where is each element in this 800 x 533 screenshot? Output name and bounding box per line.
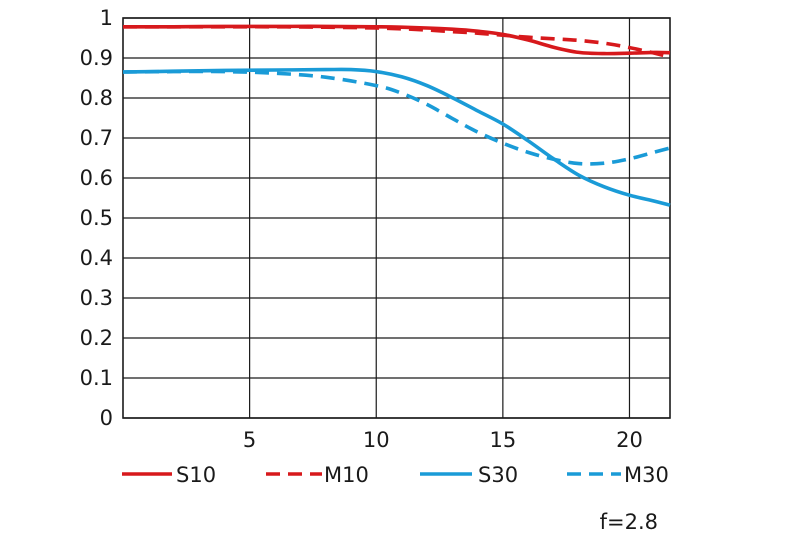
x-tick-label: 15	[489, 428, 516, 452]
legend-label-s30: S30	[478, 463, 518, 487]
legend-label-s10: S10	[176, 463, 216, 487]
x-tick-label: 20	[616, 428, 643, 452]
y-tick-label: 0.2	[80, 326, 113, 350]
series-line-m10	[122, 24, 671, 59]
y-tick-label: 0	[100, 406, 113, 430]
series-line-m30	[122, 69, 671, 166]
y-tick-label: 0.6	[80, 166, 113, 190]
y-tick-label: 0.3	[80, 286, 113, 310]
y-tick-label: 0.1	[80, 366, 113, 390]
y-tick-label: 0.9	[80, 46, 113, 70]
x-axis-ticks: 5 10 15 20	[243, 428, 643, 452]
y-tick-label: 0.5	[80, 206, 113, 230]
aperture-note: f=2.8	[600, 510, 658, 533]
x-tick-label: 10	[363, 428, 390, 452]
y-tick-label: 0.4	[80, 246, 113, 270]
plot-frame	[122, 17, 671, 419]
y-axis-ticks: 0 0.1 0.2 0.3 0.4 0.5 0.6 0.7 0.8 0.9 1	[80, 6, 113, 430]
y-tick-label: 1	[100, 6, 113, 30]
grid	[123, 17, 670, 419]
series-lines	[122, 24, 671, 207]
legend: S10 M10 S30 M30	[122, 463, 669, 487]
legend-label-m30: M30	[624, 463, 669, 487]
y-tick-label: 0.7	[80, 126, 113, 150]
series-line-s10	[122, 24, 671, 56]
series-line-s30	[122, 67, 671, 207]
legend-label-m10: M10	[324, 463, 369, 487]
x-tick-label: 5	[243, 428, 256, 452]
y-tick-label: 0.8	[80, 86, 113, 110]
